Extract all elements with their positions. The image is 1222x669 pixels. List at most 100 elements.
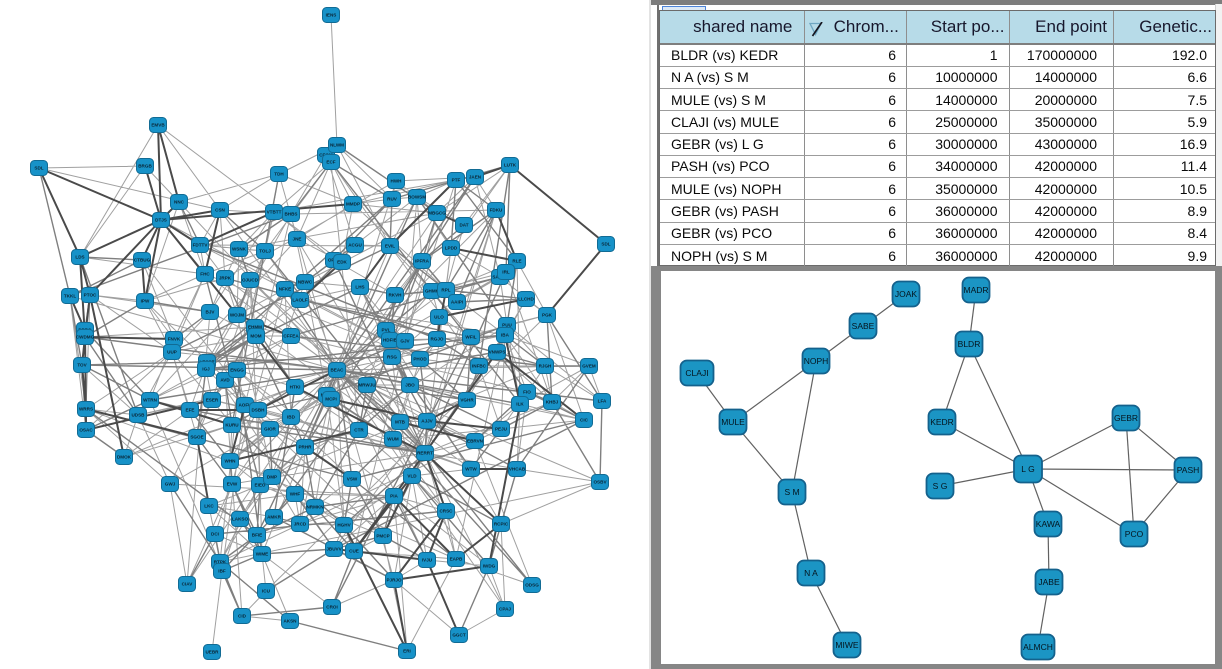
svg-text:RCPIC: RCPIC xyxy=(494,522,509,527)
svg-text:L G: L G xyxy=(1021,464,1034,474)
svg-text:EMVB: EMVB xyxy=(151,123,165,128)
svg-text:PTOC: PTOC xyxy=(84,293,97,298)
svg-text:ICU: ICU xyxy=(262,589,271,594)
svg-text:IBA: IBA xyxy=(501,333,510,338)
svg-text:VHCAB: VHCAB xyxy=(509,467,526,472)
svg-text:RJGH: RJGH xyxy=(539,364,552,369)
svg-text:IENS: IENS xyxy=(326,13,337,18)
svg-text:DMP: DMP xyxy=(267,475,277,480)
svg-text:CIAV: CIAV xyxy=(182,582,194,587)
svg-text:S G: S G xyxy=(933,481,948,491)
svg-text:LHS: LHS xyxy=(355,285,364,290)
svg-text:EBRVN: EBRVN xyxy=(467,439,484,444)
svg-text:TOLJ: TOLJ xyxy=(259,249,271,254)
svg-text:MADR: MADR xyxy=(963,285,988,295)
svg-text:AVD: AVD xyxy=(220,378,230,383)
svg-text:IGJ: IGJ xyxy=(202,367,210,372)
svg-text:CPAJ: CPAJ xyxy=(499,607,511,612)
svg-text:VGHR: VGHR xyxy=(460,398,474,403)
svg-text:CLAJI: CLAJI xyxy=(685,368,708,378)
svg-text:LKC: LKC xyxy=(204,504,214,509)
svg-text:WFIL: WFIL xyxy=(465,335,476,340)
svg-text:JBO: JBO xyxy=(405,383,415,388)
svg-text:WTW: WTW xyxy=(465,467,477,472)
svg-text:LPDD: LPDD xyxy=(445,246,458,251)
svg-text:TOV: TOV xyxy=(77,363,87,368)
svg-text:MMDP: MMDP xyxy=(346,202,360,207)
svg-text:JAEN: JAEN xyxy=(469,175,482,180)
svg-text:ENGG: ENGG xyxy=(230,368,244,373)
svg-text:GGCT: GGCT xyxy=(452,633,465,638)
svg-text:LLCHD: LLCHD xyxy=(518,297,534,302)
svg-text:EFE: EFE xyxy=(186,408,195,413)
svg-text:ESER: ESER xyxy=(206,398,219,403)
svg-text:VSW: VSW xyxy=(347,477,358,482)
svg-text:PMCP: PMCP xyxy=(376,534,389,539)
svg-text:LDS: LDS xyxy=(75,255,84,260)
svg-text:IBF: IBF xyxy=(218,569,226,574)
svg-text:PUU: PUU xyxy=(502,323,512,328)
svg-text:WHN: WHN xyxy=(225,459,237,464)
svg-text:EIEO: EIEO xyxy=(255,483,266,488)
svg-text:ILK: ILK xyxy=(516,402,524,407)
svg-text:IPFRA: IPFRA xyxy=(415,259,429,264)
svg-text:OSBV: OSBV xyxy=(593,480,607,485)
svg-text:AJJV: AJJV xyxy=(421,419,433,424)
svg-text:WOJM: WOJM xyxy=(230,313,244,318)
svg-text:UDSB: UDSB xyxy=(131,413,145,418)
svg-text:IVJU: IVJU xyxy=(422,558,433,563)
svg-text:PGK: PGK xyxy=(542,313,553,318)
svg-text:ODSG: ODSG xyxy=(525,583,539,588)
svg-text:WTRN: WTRN xyxy=(143,398,157,403)
svg-text:RUV: RUV xyxy=(387,197,398,202)
svg-text:WUM: WUM xyxy=(387,437,399,442)
svg-text:S M: S M xyxy=(784,487,799,497)
svg-text:ERI: ERI xyxy=(403,649,411,654)
svg-text:HGHV: HGHV xyxy=(337,523,351,528)
svg-text:EDK: EDK xyxy=(337,260,347,265)
svg-text:UUP: UUP xyxy=(167,350,177,355)
svg-text:GWJ: GWJ xyxy=(165,482,176,487)
svg-text:RSG: RSG xyxy=(387,355,397,360)
svg-text:FIO: FIO xyxy=(523,390,531,395)
svg-text:JBUVV: JBUVV xyxy=(326,547,342,552)
svg-text:KURU: KURU xyxy=(225,423,239,428)
svg-text:N A: N A xyxy=(804,568,818,578)
svg-text:HTKI: HTKI xyxy=(290,385,301,390)
svg-text:LFA: LFA xyxy=(598,399,607,404)
svg-text:KEDR: KEDR xyxy=(930,417,954,427)
svg-text:IPW: IPW xyxy=(141,299,150,304)
svg-text:CFFEA: CFFEA xyxy=(283,334,299,339)
svg-text:RGJO: RGJO xyxy=(430,337,443,342)
svg-text:NOPH: NOPH xyxy=(804,356,829,366)
svg-text:WIME: WIME xyxy=(256,552,269,557)
svg-text:JRCD: JRCD xyxy=(294,522,307,527)
svg-text:ECF: ECF xyxy=(326,160,335,165)
svg-text:ULO: ULO xyxy=(434,315,444,320)
svg-text:RERRT: RERRT xyxy=(417,451,433,456)
svg-text:WHF: WHF xyxy=(290,492,301,497)
svg-text:DSBH: DSBH xyxy=(251,408,265,413)
svg-text:CUE: CUE xyxy=(349,549,359,554)
svg-text:IWDG: IWDG xyxy=(483,564,496,569)
svg-text:DAT: DAT xyxy=(459,223,468,228)
svg-text:RTPK: RTPK xyxy=(214,560,227,565)
svg-text:PIA: PIA xyxy=(390,494,398,499)
svg-text:HWH: HWH xyxy=(391,179,403,184)
svg-text:GEBR: GEBR xyxy=(1114,413,1138,423)
svg-text:BJV: BJV xyxy=(206,310,216,315)
svg-text:FDTTV: FDTTV xyxy=(193,243,209,248)
svg-text:MOM: MOM xyxy=(250,334,261,339)
svg-text:WRRS: WRRS xyxy=(79,407,93,412)
svg-text:CID: CID xyxy=(238,614,247,619)
svg-text:GIOR: GIOR xyxy=(264,427,276,432)
svg-text:RKVH: RKVH xyxy=(388,293,402,298)
svg-text:NFKE: NFKE xyxy=(279,287,292,292)
svg-text:NBWC: NBWC xyxy=(298,280,313,285)
svg-text:OJUCD: OJUCD xyxy=(242,278,259,283)
svg-text:HDFIB: HDFIB xyxy=(383,338,398,343)
svg-text:ALMCH: ALMCH xyxy=(1023,642,1053,652)
svg-text:CWDMG: CWDMG xyxy=(76,335,95,340)
svg-text:GJV: GJV xyxy=(400,339,410,344)
svg-text:AAIPI: AAIPI xyxy=(451,300,463,305)
